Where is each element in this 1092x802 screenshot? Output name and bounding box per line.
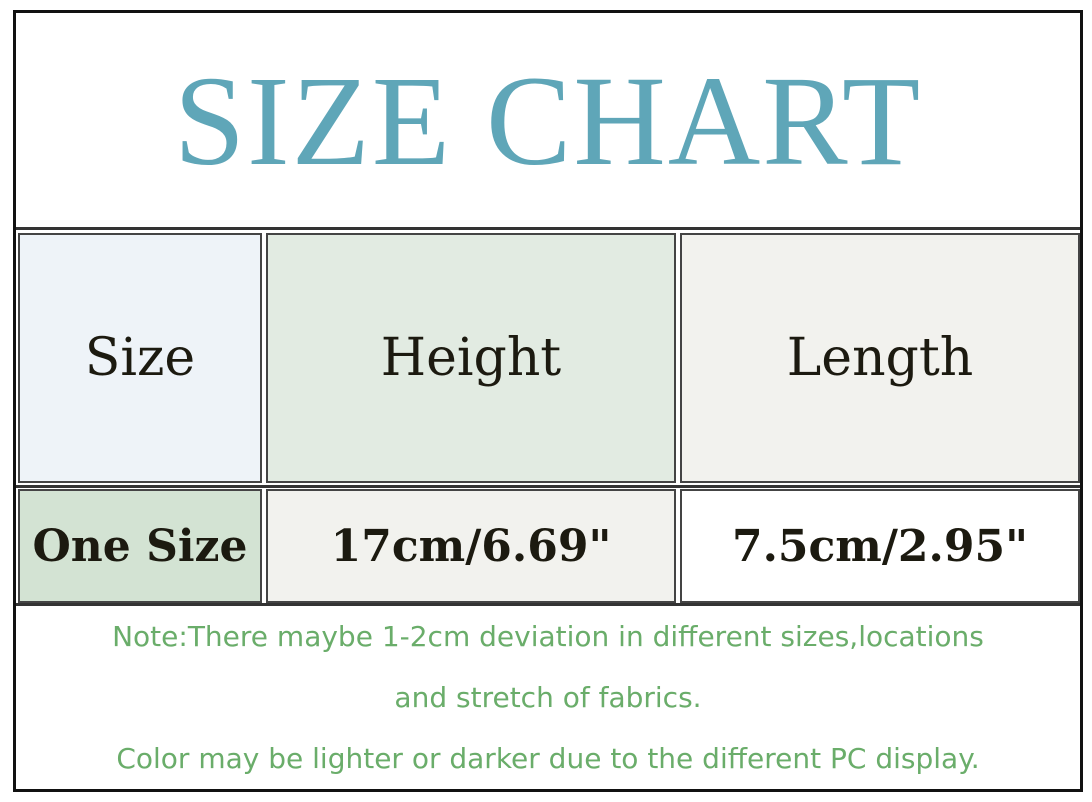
note-line: and stretch of fabrics. [394, 681, 702, 714]
divider [16, 227, 1080, 230]
size-chart: SIZE CHART Size Height Length One Size 1… [13, 10, 1083, 792]
cell-height: 17cm/6.69" [266, 489, 676, 603]
header-size: Size [18, 233, 262, 483]
note-line: Note:There maybe 1-2cm deviation in diff… [112, 620, 984, 653]
divider [16, 485, 1080, 488]
notes: Note:There maybe 1-2cm deviation in diff… [16, 606, 1080, 789]
chart-title: SIZE CHART [173, 49, 923, 192]
divider [16, 603, 1080, 606]
header-length: Length [680, 233, 1080, 483]
header-height: Height [266, 233, 676, 483]
note-line: Color may be lighter or darker due to th… [116, 742, 980, 775]
cell-length: 7.5cm/2.95" [680, 489, 1080, 603]
cell-size: One Size [18, 489, 262, 603]
